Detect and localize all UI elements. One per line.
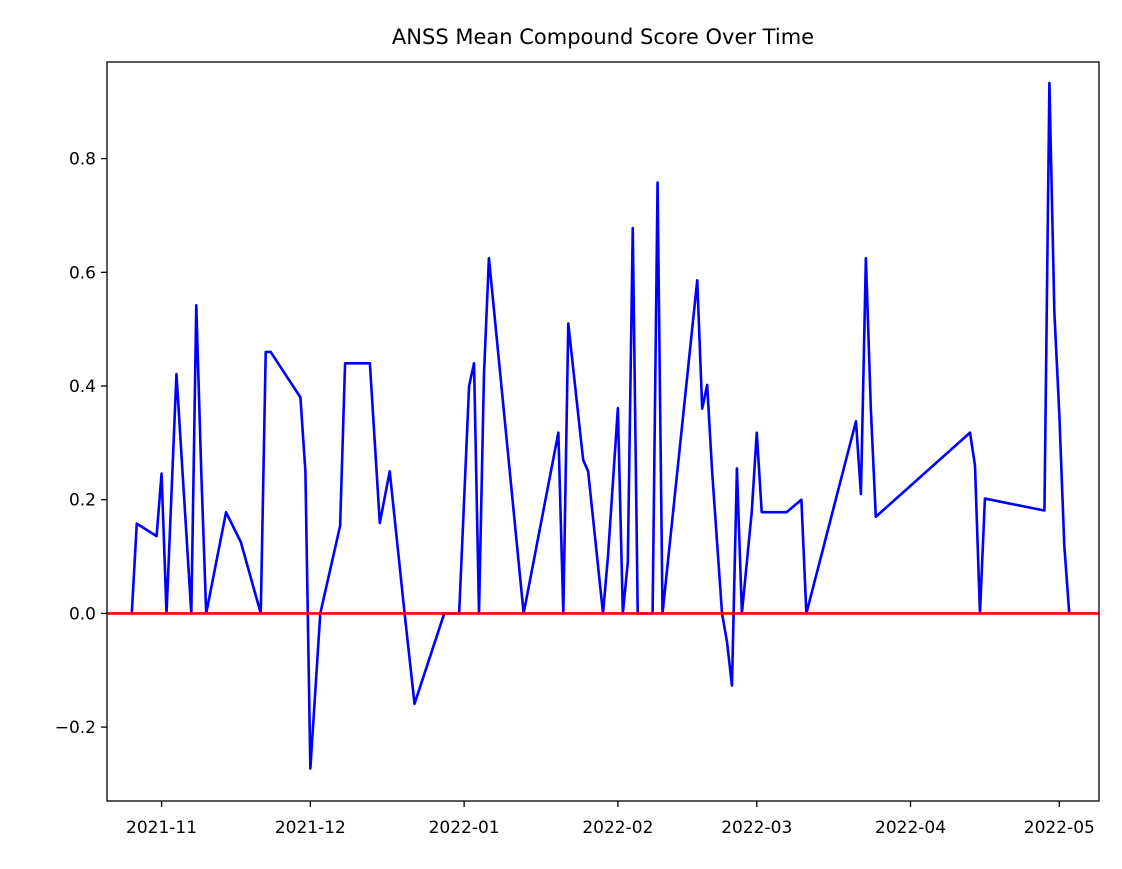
chart-title: ANSS Mean Compound Score Over Time <box>392 25 814 49</box>
x-tick-label: 2022-05 <box>1024 818 1095 838</box>
x-tick-label: 2022-02 <box>582 818 653 838</box>
y-tick-label: 0.2 <box>69 491 96 511</box>
axes-frame <box>106 61 1100 802</box>
y-tick-label: 0.0 <box>69 604 96 624</box>
y-axis: −0.2 0.0 0.2 0.4 0.6 0.8 <box>55 150 107 738</box>
y-tick-label: 0.8 <box>69 150 96 170</box>
y-tick-label: 0.4 <box>69 377 96 397</box>
y-tick-label: −0.2 <box>55 718 96 738</box>
x-tick-label: 2022-01 <box>429 818 500 838</box>
x-tick-label: 2021-11 <box>126 818 197 838</box>
y-tick-label: 0.6 <box>69 263 96 283</box>
x-axis: 2021-11 2021-12 2022-01 2022-02 2022-03 2022-… <box>126 801 1095 838</box>
x-tick-label: 2022-04 <box>875 818 946 838</box>
plot-area <box>107 81 1099 770</box>
x-tick-label: 2022-03 <box>721 818 792 838</box>
x-tick-label: 2021-12 <box>275 818 346 838</box>
